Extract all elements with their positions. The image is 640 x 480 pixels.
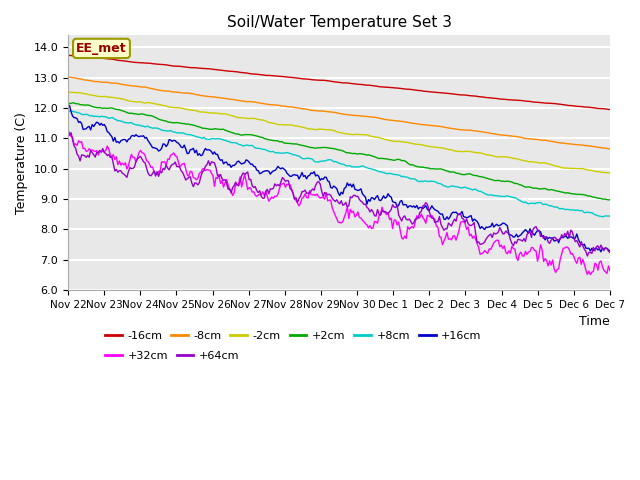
-2cm bbox=[577, 166, 585, 172]
+16cm bbox=[606, 249, 614, 254]
+8cm bbox=[66, 108, 74, 114]
Line: +2cm: +2cm bbox=[68, 103, 610, 200]
-2cm bbox=[132, 99, 140, 105]
+16cm bbox=[226, 162, 234, 168]
+64cm bbox=[584, 253, 591, 259]
+64cm bbox=[301, 187, 309, 193]
+8cm bbox=[132, 122, 140, 128]
-2cm bbox=[606, 170, 614, 176]
Line: +16cm: +16cm bbox=[68, 105, 610, 252]
X-axis label: Time: Time bbox=[579, 315, 610, 328]
+16cm bbox=[576, 240, 584, 245]
+2cm bbox=[605, 197, 612, 203]
+2cm bbox=[245, 132, 253, 138]
-16cm bbox=[226, 68, 234, 74]
Line: +64cm: +64cm bbox=[68, 129, 610, 256]
+2cm bbox=[68, 100, 76, 106]
+32cm bbox=[226, 187, 234, 192]
+2cm bbox=[64, 101, 72, 107]
-16cm bbox=[253, 72, 260, 77]
+32cm bbox=[253, 193, 260, 199]
-8cm bbox=[301, 106, 309, 112]
Title: Soil/Water Temperature Set 3: Soil/Water Temperature Set 3 bbox=[227, 15, 451, 30]
+64cm bbox=[576, 244, 584, 250]
-8cm bbox=[64, 74, 72, 80]
+8cm bbox=[64, 108, 72, 114]
Legend: +32cm, +64cm: +32cm, +64cm bbox=[100, 347, 244, 366]
-8cm bbox=[226, 96, 234, 102]
-8cm bbox=[253, 100, 260, 106]
+2cm bbox=[606, 197, 614, 203]
+8cm bbox=[245, 143, 253, 148]
+16cm bbox=[131, 133, 138, 139]
+32cm bbox=[576, 254, 584, 260]
+32cm bbox=[606, 268, 614, 274]
-16cm bbox=[301, 76, 309, 82]
-2cm bbox=[227, 113, 235, 119]
+8cm bbox=[598, 214, 606, 220]
+8cm bbox=[255, 145, 262, 151]
-2cm bbox=[303, 125, 310, 131]
+64cm bbox=[244, 169, 252, 175]
Line: -16cm: -16cm bbox=[68, 55, 610, 109]
+2cm bbox=[255, 133, 262, 139]
+16cm bbox=[253, 167, 260, 173]
+32cm bbox=[586, 272, 594, 277]
+64cm bbox=[226, 186, 234, 192]
Line: -8cm: -8cm bbox=[68, 77, 610, 149]
+16cm bbox=[244, 158, 252, 164]
Line: -2cm: -2cm bbox=[68, 92, 610, 173]
+16cm bbox=[301, 173, 309, 179]
-16cm bbox=[131, 60, 138, 65]
+16cm bbox=[597, 249, 605, 255]
+64cm bbox=[131, 164, 138, 170]
+2cm bbox=[577, 192, 585, 197]
-8cm bbox=[606, 146, 614, 152]
+8cm bbox=[303, 156, 310, 161]
Line: +32cm: +32cm bbox=[68, 132, 610, 275]
Y-axis label: Temperature (C): Temperature (C) bbox=[15, 112, 28, 214]
-8cm bbox=[576, 142, 584, 148]
-16cm bbox=[244, 71, 252, 76]
-16cm bbox=[576, 104, 584, 109]
+2cm bbox=[303, 144, 310, 149]
-2cm bbox=[64, 90, 72, 96]
+32cm bbox=[244, 187, 252, 192]
+2cm bbox=[132, 111, 140, 117]
+64cm bbox=[253, 188, 260, 193]
-16cm bbox=[64, 52, 72, 58]
+8cm bbox=[606, 214, 614, 219]
Text: EE_met: EE_met bbox=[76, 42, 127, 55]
+32cm bbox=[64, 130, 72, 135]
+64cm bbox=[606, 250, 614, 255]
+16cm bbox=[64, 102, 72, 108]
-8cm bbox=[131, 83, 138, 89]
+8cm bbox=[577, 207, 585, 213]
+32cm bbox=[131, 155, 138, 160]
-2cm bbox=[245, 116, 253, 121]
+2cm bbox=[227, 130, 235, 135]
-2cm bbox=[255, 117, 262, 122]
-8cm bbox=[244, 99, 252, 105]
+64cm bbox=[64, 126, 72, 132]
-16cm bbox=[606, 107, 614, 112]
Line: +8cm: +8cm bbox=[68, 111, 610, 217]
+32cm bbox=[301, 191, 309, 197]
+8cm bbox=[227, 140, 235, 145]
-2cm bbox=[66, 89, 74, 95]
